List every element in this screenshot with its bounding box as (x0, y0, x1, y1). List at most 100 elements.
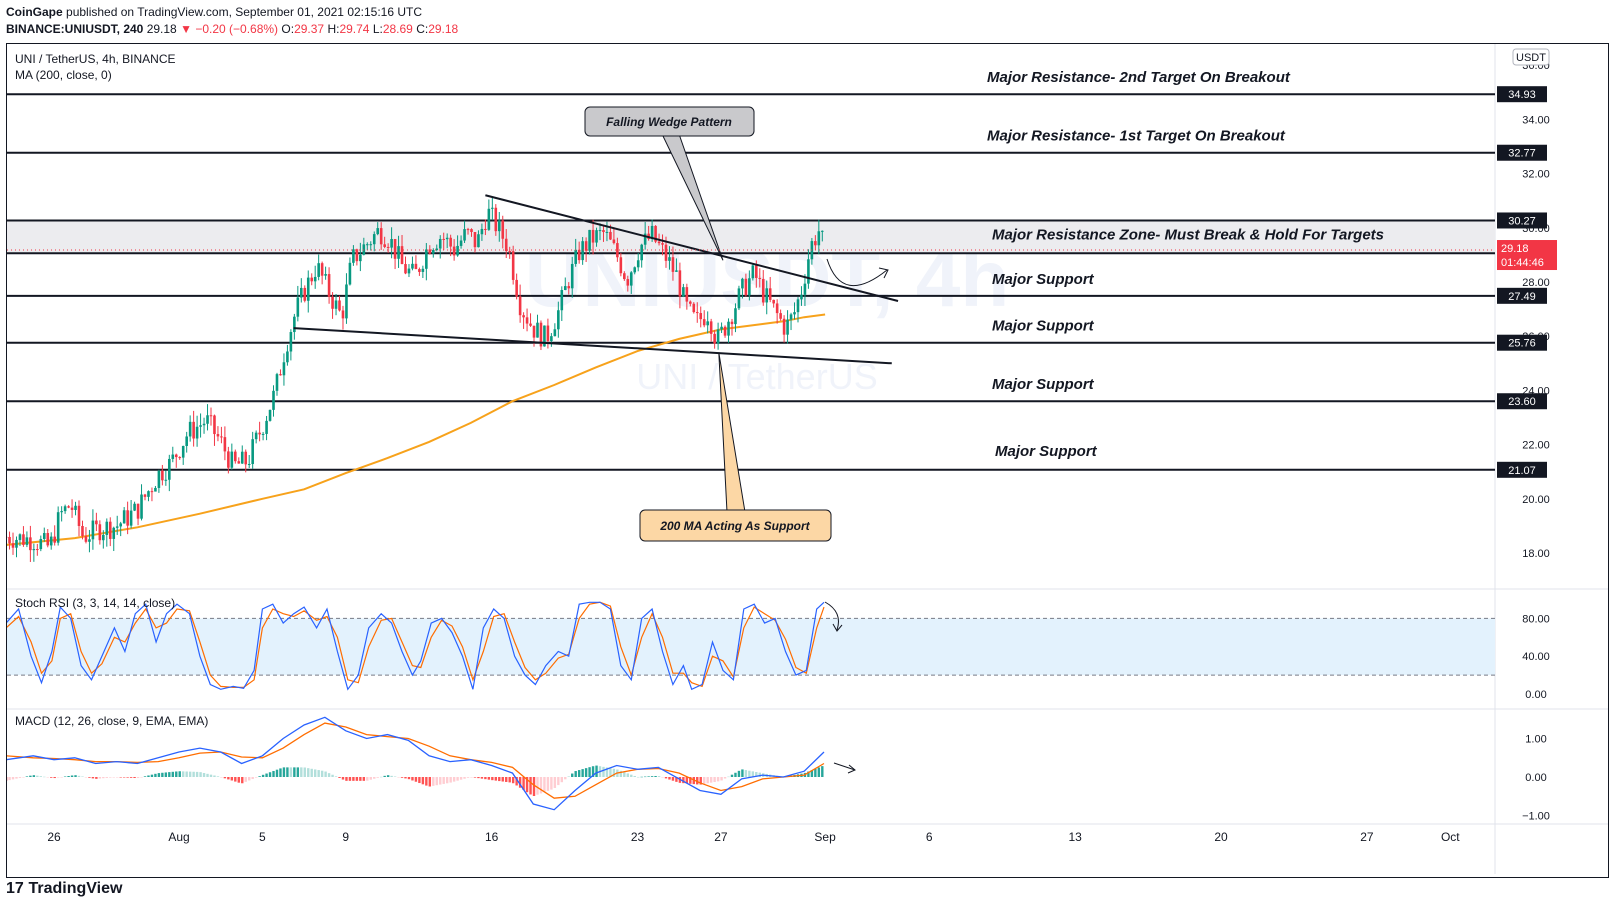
tradingview-footer[interactable]: 17 TradingView (6, 880, 122, 898)
candle-body (817, 231, 821, 246)
macd-hist-bar (744, 770, 748, 777)
low-value: 28.69 (382, 22, 413, 36)
candle-body (702, 319, 706, 326)
stoch-band (7, 618, 1495, 676)
macd-hist-bar (505, 777, 508, 782)
macd-hist-bar (129, 777, 133, 778)
macd-hist-bar (286, 767, 289, 777)
candle-body (383, 244, 386, 247)
macd-hist-bar (386, 775, 390, 777)
macd-hist-bar (39, 776, 43, 777)
macd-hist-bar (435, 777, 438, 786)
candle-body (102, 534, 105, 541)
macd-hist-bar (254, 777, 258, 778)
candle-body (536, 322, 539, 338)
candle-body (539, 322, 543, 347)
candle-body (480, 228, 484, 235)
macd-hist-bar (633, 775, 636, 777)
candle-body (727, 321, 730, 336)
candle-body (421, 268, 425, 272)
time-tick-label: 5 (259, 830, 266, 844)
macd-hist-bar (317, 770, 320, 777)
macd-hist-bar (338, 777, 341, 778)
macd-hist-bar (664, 777, 668, 779)
candle-body (487, 208, 491, 230)
candle-body (317, 263, 320, 277)
macd-hist-bar (175, 771, 178, 777)
candle-body (411, 263, 414, 269)
last-price-tag (1497, 240, 1557, 271)
macd-hist-bar (452, 777, 456, 782)
macd-hist-bar (696, 777, 699, 785)
candle-body (397, 246, 400, 259)
publisher-name[interactable]: CoinGape (6, 5, 63, 19)
candle-body (227, 451, 230, 468)
macd-hist-bar (140, 777, 143, 778)
projection-arrow (826, 258, 888, 287)
candle-body (532, 325, 536, 338)
candle-body (289, 332, 293, 352)
candle-body (178, 457, 182, 459)
time-tick-label: 16 (485, 830, 499, 844)
level-price-tag (1497, 393, 1547, 410)
macd-hist-bar (619, 770, 623, 777)
level-annotation: Major Resistance- 2nd Target On Breakout (987, 69, 1291, 86)
macd-hist-bar (539, 777, 543, 794)
macd-hist-bar (234, 777, 237, 782)
macd-hist-bar (122, 777, 126, 778)
macd-hist-bar (202, 772, 206, 777)
macd-hist-bar (324, 771, 327, 777)
ma-support-callout: 200 MA Acting As Support (639, 352, 832, 542)
candle-body (293, 316, 296, 333)
candle-body (560, 290, 564, 311)
macd-hist-bar (43, 776, 46, 778)
macd-hist-bar (814, 768, 817, 777)
candle-body (53, 536, 56, 543)
macd-hist-bar (414, 777, 418, 782)
macd-hist-bar (501, 777, 504, 782)
macd-hist-bar (393, 776, 397, 777)
low-label: L: (372, 22, 383, 36)
macd-hist-bar (22, 777, 25, 778)
macd-hist-bar (532, 777, 536, 796)
candle-body (84, 536, 88, 542)
macd-hist-bar (758, 772, 761, 777)
stoch-tick-label: 80.00 (1522, 613, 1550, 625)
level-price-label: 34.93 (1508, 89, 1536, 101)
price-tick-label: 32.00 (1522, 169, 1550, 181)
macd-hist-bar (817, 767, 821, 777)
candle-body (567, 286, 571, 289)
candle-body (821, 230, 824, 232)
candle-body (18, 534, 22, 540)
falling-wedge-callout: Falling Wedge Pattern (584, 106, 755, 261)
macd-hist-bar (77, 775, 81, 777)
macd-hist-bar (522, 777, 525, 790)
macd-hist-bar (400, 777, 404, 778)
currency-badge-box (1512, 48, 1550, 66)
macd-tick-label: 0.00 (1525, 772, 1546, 784)
macd-hist-bar (133, 777, 136, 779)
macd-hist-bar (577, 770, 581, 777)
macd-hist-bar (227, 777, 230, 780)
macd-hist-bar (352, 777, 355, 781)
candle-body (39, 538, 43, 550)
macd-hist-bar (209, 774, 213, 777)
candle-body (491, 207, 494, 209)
macd-hist-bar (282, 767, 286, 777)
macd-hist-bar (737, 770, 741, 777)
candle-body (108, 521, 112, 539)
level-price-label: 23.60 (1508, 396, 1536, 408)
macd-hist-bar (303, 767, 306, 777)
candle-body (209, 415, 213, 417)
level-price-tag (1497, 212, 1547, 229)
resistance-zone (7, 220, 1495, 254)
macd-hist-bar (623, 772, 626, 777)
candle-body (22, 534, 25, 545)
macd-hist-bar (136, 777, 140, 778)
candle-body (188, 421, 192, 437)
macd-hist-bar (657, 776, 661, 777)
chart-frame[interactable]: UNIUSDT, 4h UNI / TetherUS Major Resistanc… (6, 43, 1609, 878)
candle-body (390, 238, 393, 248)
candle-body (91, 520, 95, 540)
